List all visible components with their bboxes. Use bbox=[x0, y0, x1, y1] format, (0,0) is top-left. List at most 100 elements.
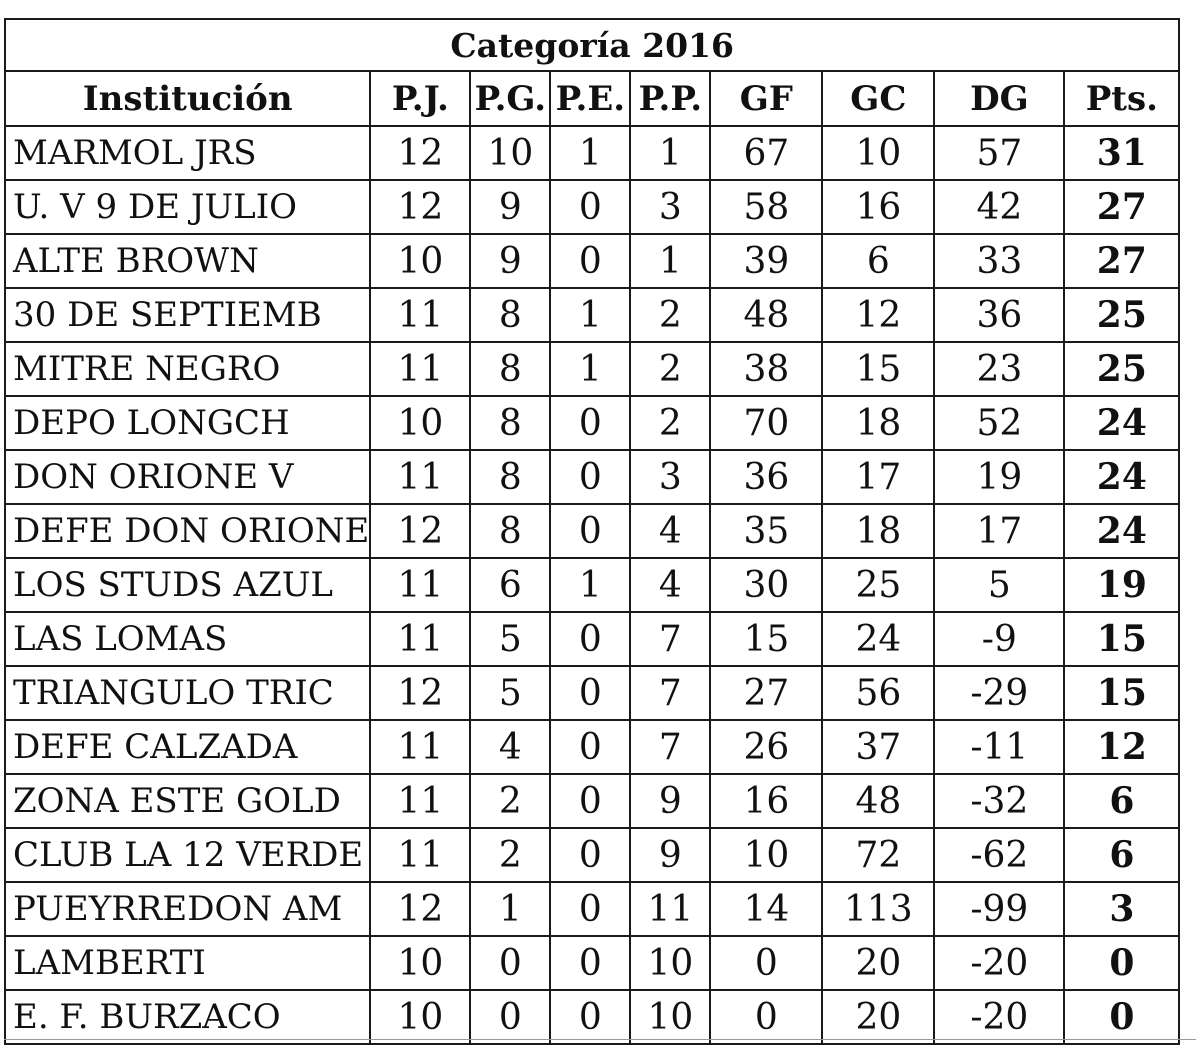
cell-pg: 8 bbox=[469, 395, 552, 451]
cell-pts: 15 bbox=[1063, 665, 1181, 721]
cell-pg: 2 bbox=[469, 773, 552, 829]
bottom-divider bbox=[4, 1039, 1196, 1040]
cell-pp: 9 bbox=[629, 773, 712, 829]
header-pj: P.J. bbox=[369, 70, 472, 127]
cell-gc: 72 bbox=[821, 827, 936, 883]
table-row: DEPO LONGCH 10 8 0 2 70 18 52 24 bbox=[3, 395, 1181, 451]
table-row: ZONA ESTE GOLD 11 2 0 9 16 48 -32 6 bbox=[3, 773, 1181, 829]
cell-pj: 12 bbox=[369, 881, 472, 937]
cell-gf: 39 bbox=[709, 233, 824, 289]
cell-pj: 11 bbox=[369, 773, 472, 829]
title-row: Categoría 2016 bbox=[3, 18, 1181, 72]
cell-pg: 5 bbox=[469, 611, 552, 667]
cell-institucion: CLUB LA 12 VERDE bbox=[3, 827, 372, 883]
cell-pp: 1 bbox=[629, 125, 712, 181]
cell-pg: 8 bbox=[469, 341, 552, 397]
table-body: MARMOL JRS 12 10 1 1 67 10 57 31 U. V 9 DE JULIO 1… bbox=[3, 125, 1181, 1045]
cell-pj: 10 bbox=[369, 395, 472, 451]
cell-pg: 10 bbox=[469, 125, 552, 181]
header-pg: P.G. bbox=[469, 70, 552, 127]
cell-dg: 57 bbox=[933, 125, 1066, 181]
cell-pj: 12 bbox=[369, 665, 472, 721]
cell-dg: 17 bbox=[933, 503, 1066, 559]
cell-institucion: LAS LOMAS bbox=[3, 611, 372, 667]
cell-pe: 0 bbox=[549, 503, 632, 559]
cell-gf: 30 bbox=[709, 557, 824, 613]
cell-gc: 113 bbox=[821, 881, 936, 937]
cell-pj: 11 bbox=[369, 341, 472, 397]
cell-dg: -20 bbox=[933, 935, 1066, 991]
cell-dg: 36 bbox=[933, 287, 1066, 343]
cell-pj: 12 bbox=[369, 125, 472, 181]
cell-pp: 7 bbox=[629, 665, 712, 721]
cell-pj: 11 bbox=[369, 449, 472, 505]
cell-gf: 16 bbox=[709, 773, 824, 829]
cell-pj: 11 bbox=[369, 827, 472, 883]
cell-institucion: DEPO LONGCH bbox=[3, 395, 372, 451]
cell-pts: 25 bbox=[1063, 341, 1181, 397]
cell-pp: 7 bbox=[629, 611, 712, 667]
cell-pp: 2 bbox=[629, 395, 712, 451]
cell-dg: -11 bbox=[933, 719, 1066, 775]
cell-pg: 4 bbox=[469, 719, 552, 775]
cell-pe: 1 bbox=[549, 287, 632, 343]
cell-pts: 0 bbox=[1063, 989, 1181, 1045]
cell-pg: 2 bbox=[469, 827, 552, 883]
cell-gf: 0 bbox=[709, 989, 824, 1045]
cell-pts: 19 bbox=[1063, 557, 1181, 613]
cell-institucion: LOS STUDS AZUL bbox=[3, 557, 372, 613]
cell-gc: 24 bbox=[821, 611, 936, 667]
cell-gf: 26 bbox=[709, 719, 824, 775]
cell-dg: 42 bbox=[933, 179, 1066, 235]
cell-gc: 6 bbox=[821, 233, 936, 289]
cell-pp: 9 bbox=[629, 827, 712, 883]
cell-pe: 1 bbox=[549, 125, 632, 181]
table-row: U. V 9 DE JULIO 12 9 0 3 58 16 42 27 bbox=[3, 179, 1181, 235]
cell-pj: 11 bbox=[369, 287, 472, 343]
cell-gc: 20 bbox=[821, 935, 936, 991]
cell-pj: 12 bbox=[369, 179, 472, 235]
cell-pj: 10 bbox=[369, 233, 472, 289]
cell-pg: 0 bbox=[469, 935, 552, 991]
cell-pj: 10 bbox=[369, 989, 472, 1045]
table-title: Categoría 2016 bbox=[3, 18, 1181, 72]
cell-pts: 31 bbox=[1063, 125, 1181, 181]
cell-institucion: DON ORIONE V bbox=[3, 449, 372, 505]
cell-dg: -99 bbox=[933, 881, 1066, 937]
cell-dg: -20 bbox=[933, 989, 1066, 1045]
cell-pg: 8 bbox=[469, 503, 552, 559]
cell-institucion: LAMBERTI bbox=[3, 935, 372, 991]
cell-pe: 0 bbox=[549, 881, 632, 937]
cell-pe: 1 bbox=[549, 557, 632, 613]
cell-pe: 0 bbox=[549, 935, 632, 991]
cell-pe: 0 bbox=[549, 179, 632, 235]
cell-pj: 11 bbox=[369, 557, 472, 613]
cell-pts: 3 bbox=[1063, 881, 1181, 937]
cell-pts: 27 bbox=[1063, 233, 1181, 289]
table-row: LAMBERTI 10 0 0 10 0 20 -20 0 bbox=[3, 935, 1181, 991]
standings-table-container: Categoría 2016 Institución P.J. P.G. P.E… bbox=[3, 18, 1181, 1045]
cell-gc: 12 bbox=[821, 287, 936, 343]
table-row: PUEYRREDON AM 12 1 0 11 14 113 -99 3 bbox=[3, 881, 1181, 937]
cell-gf: 10 bbox=[709, 827, 824, 883]
cell-pe: 0 bbox=[549, 395, 632, 451]
cell-gc: 17 bbox=[821, 449, 936, 505]
cell-gc: 20 bbox=[821, 989, 936, 1045]
cell-institucion: PUEYRREDON AM bbox=[3, 881, 372, 937]
cell-gc: 48 bbox=[821, 773, 936, 829]
table-row: ALTE BROWN 10 9 0 1 39 6 33 27 bbox=[3, 233, 1181, 289]
header-institucion: Institución bbox=[3, 70, 372, 127]
header-gc: GC bbox=[821, 70, 936, 127]
cell-pg: 8 bbox=[469, 449, 552, 505]
cell-pp: 10 bbox=[629, 989, 712, 1045]
cell-pts: 25 bbox=[1063, 287, 1181, 343]
header-dg: DG bbox=[933, 70, 1066, 127]
table-row: CLUB LA 12 VERDE 11 2 0 9 10 72 -62 6 bbox=[3, 827, 1181, 883]
cell-institucion: TRIANGULO TRIC bbox=[3, 665, 372, 721]
cell-gf: 67 bbox=[709, 125, 824, 181]
cell-gc: 25 bbox=[821, 557, 936, 613]
cell-gc: 56 bbox=[821, 665, 936, 721]
table-row: TRIANGULO TRIC 12 5 0 7 27 56 -29 15 bbox=[3, 665, 1181, 721]
cell-pts: 0 bbox=[1063, 935, 1181, 991]
cell-gf: 36 bbox=[709, 449, 824, 505]
